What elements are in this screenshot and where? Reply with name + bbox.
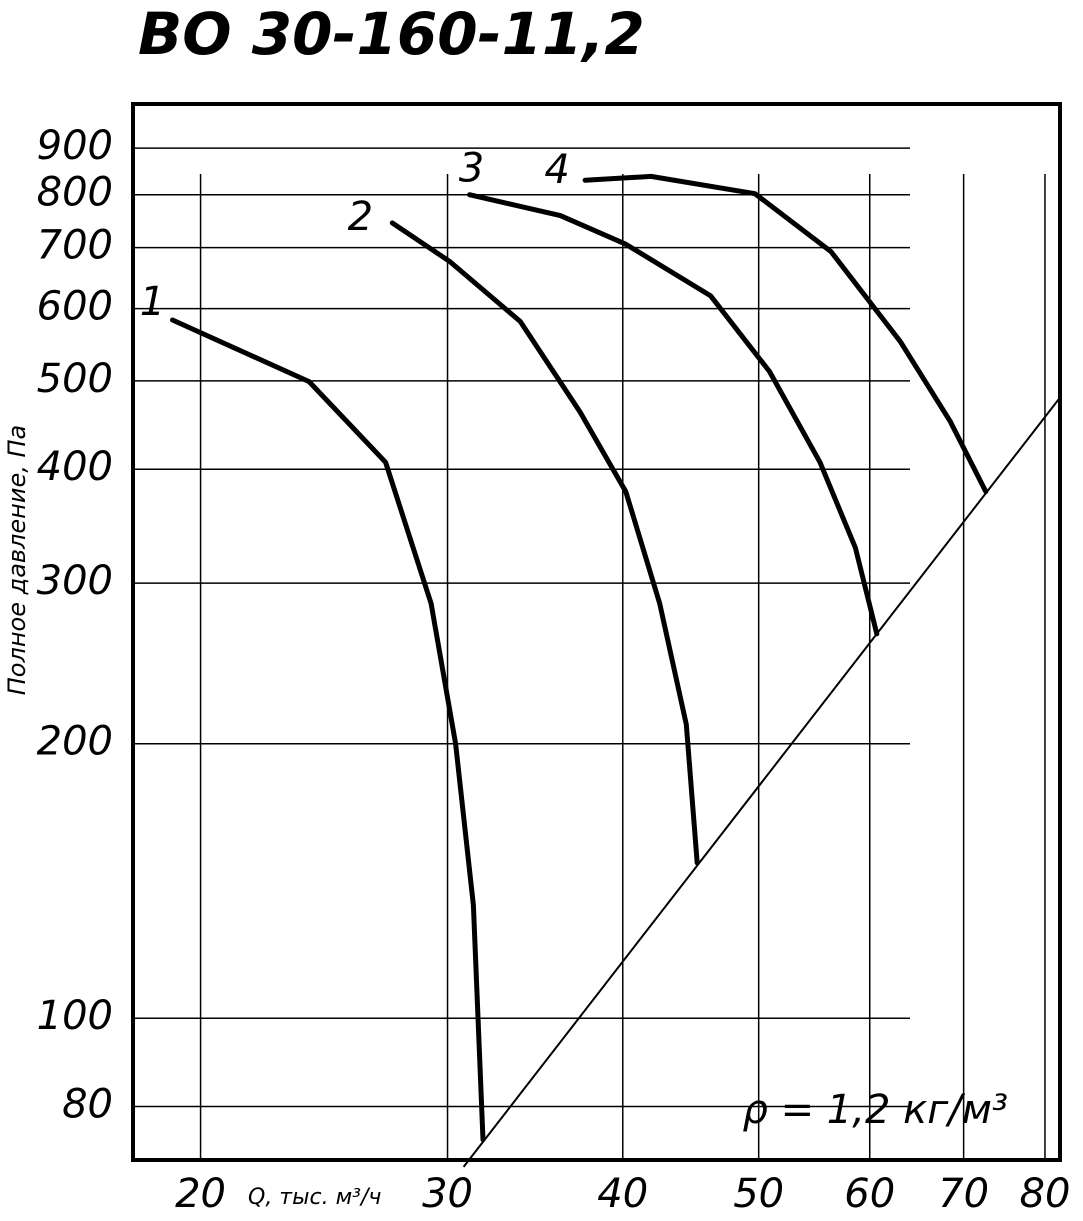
annotation: ρ = 1,2 кг/м³ [742,1087,1008,1133]
y-tick-label: 200 [37,719,113,765]
x-tick-label: 40 [597,1171,648,1217]
y-tick-label: 80 [62,1082,113,1128]
y-tick-label: 700 [37,223,113,269]
y-tick-label: 500 [37,356,113,402]
x-tick-label: 70 [938,1171,989,1217]
chart-title: ВО 30-160-11,2 [138,0,645,68]
fan-curve [467,192,880,637]
x-tick-label: 50 [733,1171,784,1217]
curve-label: 1 [140,279,165,325]
curve-label: 2 [348,194,373,240]
y-tick-label: 100 [37,993,113,1039]
curve-label: 4 [544,147,569,193]
x-tick-label: 60 [844,1171,895,1217]
y-tick-label: 800 [37,170,113,216]
fan-curve [582,173,989,495]
curve-label: 3 [459,146,484,192]
x-tick-label: 80 [1020,1171,1071,1217]
y-tick-label: 300 [37,558,113,604]
x-axis-label: Q, тыс. м³/ч [248,1185,381,1210]
x-tick-label: 20 [175,1171,226,1217]
system-line [462,398,1060,1168]
y-tick-label: 400 [37,444,113,490]
plot-frame [131,102,1062,1162]
x-tick-label: 30 [422,1171,473,1217]
fan-curve [170,317,486,1143]
y-axis-label: Полное давление, Па [3,425,31,695]
fan-curve [389,220,700,866]
y-tick-label: 600 [37,284,113,330]
y-tick-label: 900 [37,123,113,169]
